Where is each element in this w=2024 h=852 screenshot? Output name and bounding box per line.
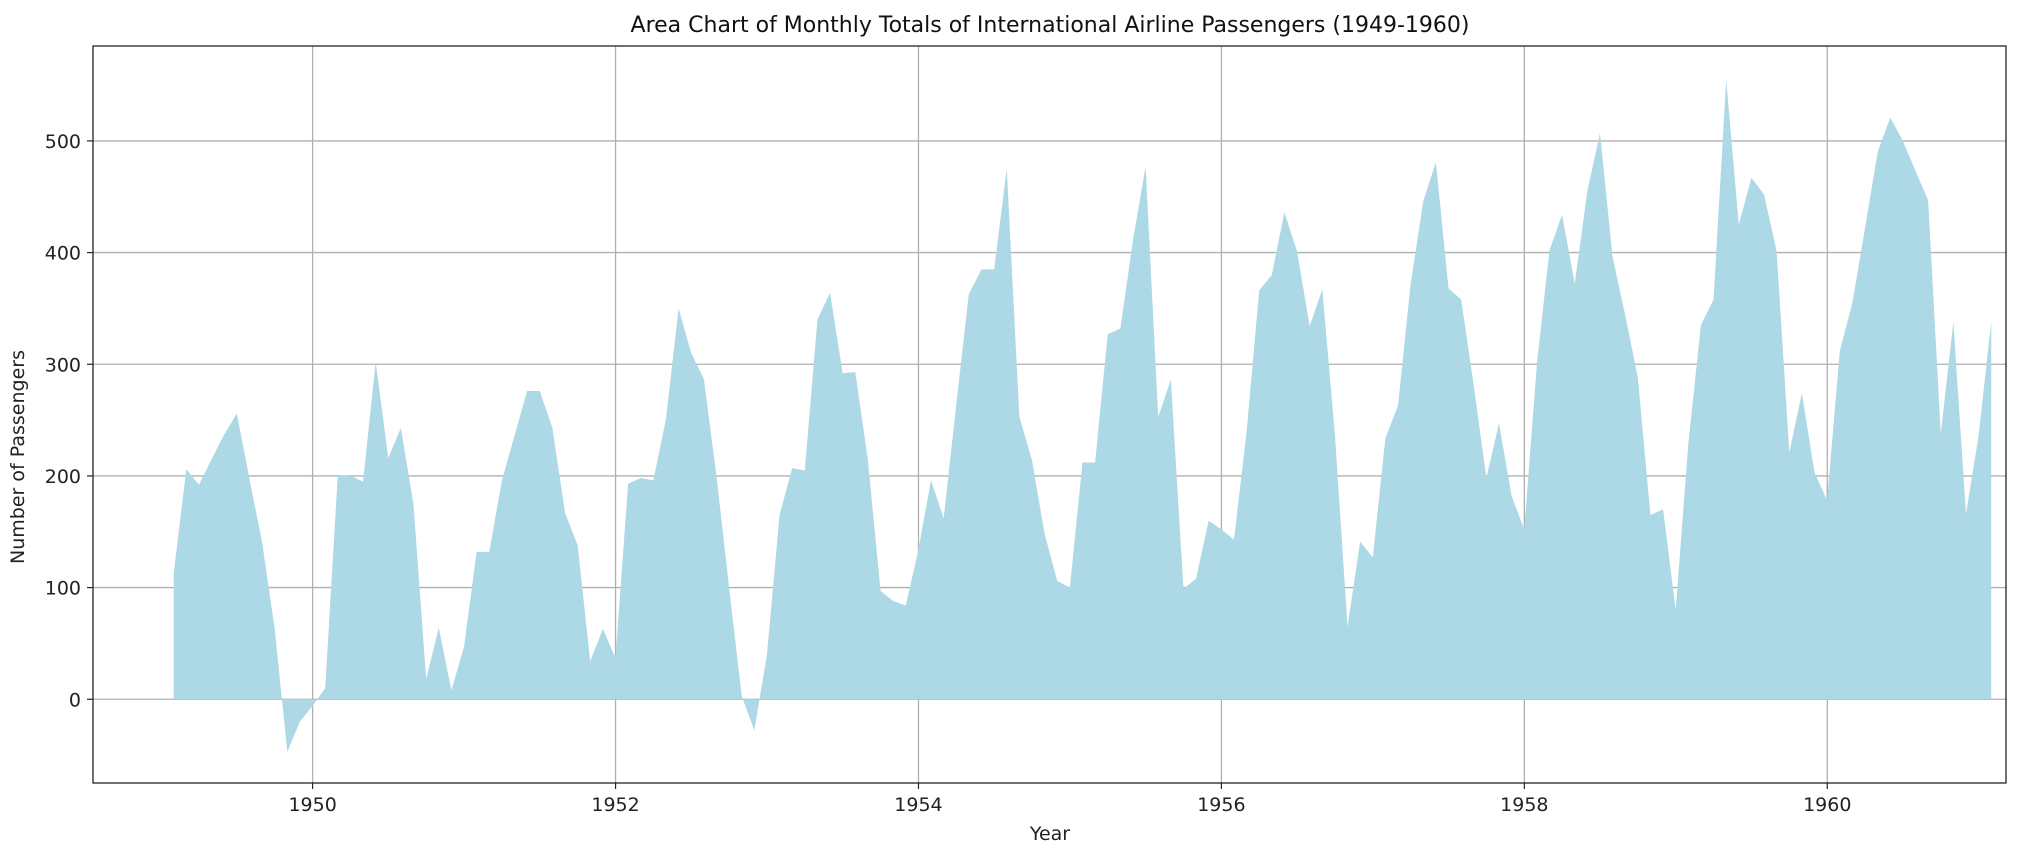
- y-tick-label: 100: [45, 578, 81, 600]
- x-tick-label: 1960: [1803, 794, 1851, 816]
- y-tick-label: 300: [45, 354, 81, 376]
- y-tick-label: 400: [45, 243, 81, 265]
- y-tick-label: 0: [69, 689, 81, 711]
- chart-title: Area Chart of Monthly Totals of Internat…: [631, 13, 1470, 38]
- x-tick-label: 1952: [591, 794, 639, 816]
- passengers-area: [173, 79, 1992, 752]
- x-tick-label: 1956: [1197, 794, 1245, 816]
- x-axis-label: Year: [1029, 823, 1070, 845]
- x-tick-label: 1958: [1500, 794, 1548, 816]
- plot-frame: [92, 45, 2007, 784]
- axis-ticks: 1950 1952 1954 1956 1958 1960 0 100 200 300 400 500: [45, 131, 1852, 816]
- x-tick-label: 1950: [288, 794, 336, 816]
- x-tick-label: 1954: [894, 794, 942, 816]
- y-tick-label: 500: [45, 131, 81, 153]
- y-axis-label: Number of Passengers: [7, 350, 29, 564]
- y-tick-label: 200: [45, 466, 81, 488]
